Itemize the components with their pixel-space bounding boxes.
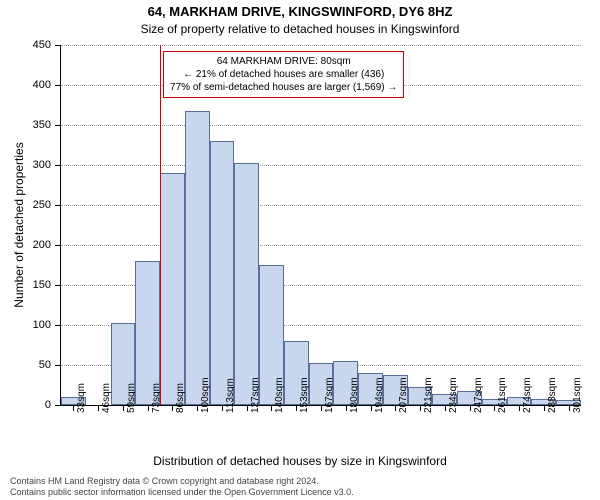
y-tick — [55, 405, 61, 406]
y-tick-label: 150 — [11, 279, 51, 291]
y-tick-label: 350 — [11, 119, 51, 131]
histogram-bar — [160, 173, 185, 405]
x-axis-title: Distribution of detached houses by size … — [0, 454, 600, 468]
y-tick-label: 200 — [11, 239, 51, 251]
x-tick — [98, 405, 99, 411]
x-tick — [346, 405, 347, 411]
x-tick-label: 261sqm — [497, 377, 508, 413]
annotation-line3: 77% of semi-detached houses are larger (… — [170, 81, 397, 94]
x-tick — [222, 405, 223, 411]
histogram-bar — [234, 163, 259, 405]
footer-line2: Contains public sector information licen… — [10, 487, 354, 498]
x-tick — [148, 405, 149, 411]
gridline — [61, 165, 581, 166]
gridline — [61, 245, 581, 246]
annotation-line2: ← 21% of detached houses are smaller (43… — [170, 68, 397, 81]
y-tick — [55, 205, 61, 206]
chart-plot-area: 05010015020025030035040045033sqm46sqm59s… — [60, 45, 581, 406]
x-tick — [247, 405, 248, 411]
x-tick — [271, 405, 272, 411]
x-tick — [519, 405, 520, 411]
x-tick — [371, 405, 372, 411]
y-tick — [55, 365, 61, 366]
y-tick-label: 100 — [11, 319, 51, 331]
annotation-line1: 64 MARKHAM DRIVE: 80sqm — [170, 55, 397, 68]
x-tick — [445, 405, 446, 411]
gridline — [61, 205, 581, 206]
x-tick-label: 247sqm — [473, 377, 484, 413]
x-tick — [420, 405, 421, 411]
footer-attribution: Contains HM Land Registry data © Crown c… — [10, 476, 354, 498]
x-tick-label: 288sqm — [547, 377, 558, 413]
y-tick-label: 0 — [11, 399, 51, 411]
chart-title-sub: Size of property relative to detached ho… — [0, 22, 600, 36]
y-tick — [55, 45, 61, 46]
y-tick-label: 300 — [11, 159, 51, 171]
histogram-bar — [210, 141, 235, 405]
x-tick-label: 301sqm — [572, 377, 583, 413]
x-tick — [123, 405, 124, 411]
x-tick — [569, 405, 570, 411]
y-tick-label: 50 — [11, 359, 51, 371]
gridline — [61, 125, 581, 126]
y-tick — [55, 325, 61, 326]
y-tick-label: 450 — [11, 39, 51, 51]
x-tick — [197, 405, 198, 411]
x-tick-label: 274sqm — [522, 377, 533, 413]
gridline — [61, 45, 581, 46]
footer-line1: Contains HM Land Registry data © Crown c… — [10, 476, 354, 487]
x-tick — [544, 405, 545, 411]
y-tick-label: 400 — [11, 79, 51, 91]
x-tick — [395, 405, 396, 411]
y-tick — [55, 85, 61, 86]
x-tick — [470, 405, 471, 411]
x-tick — [172, 405, 173, 411]
x-tick — [321, 405, 322, 411]
x-tick-label: 33sqm — [76, 383, 87, 413]
y-tick — [55, 165, 61, 166]
y-tick — [55, 245, 61, 246]
annotation-box: 64 MARKHAM DRIVE: 80sqm ← 21% of detache… — [163, 51, 404, 98]
y-tick — [55, 285, 61, 286]
y-tick — [55, 125, 61, 126]
x-tick — [494, 405, 495, 411]
x-tick — [73, 405, 74, 411]
histogram-bar — [185, 111, 210, 405]
chart-title-main: 64, MARKHAM DRIVE, KINGSWINFORD, DY6 8HZ — [0, 4, 600, 19]
y-tick-label: 250 — [11, 199, 51, 211]
x-tick — [296, 405, 297, 411]
reference-line — [160, 45, 161, 405]
